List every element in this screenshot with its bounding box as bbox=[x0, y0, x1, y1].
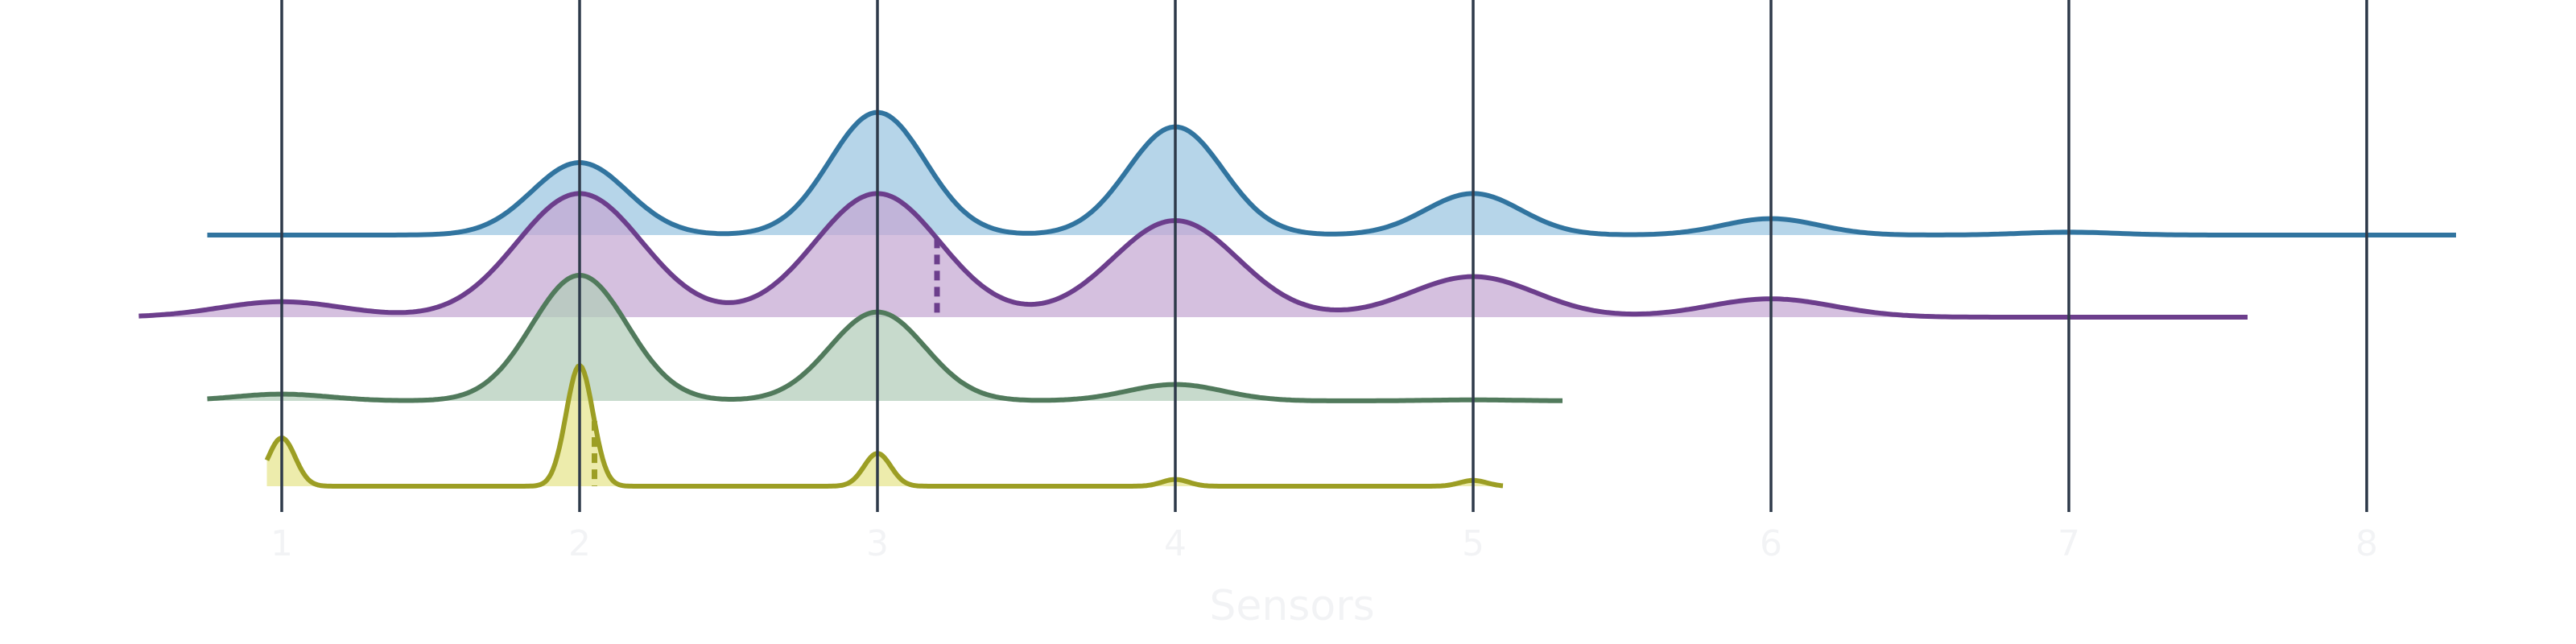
x-axis-title: Sensors bbox=[1209, 582, 1374, 630]
x-tick-label-2: 2 bbox=[568, 523, 591, 564]
x-tick-label-7: 7 bbox=[2058, 523, 2080, 564]
ridge-line-4 bbox=[264, 363, 1504, 489]
ridge-line-1 bbox=[207, 109, 2456, 237]
x-tick-label-4: 4 bbox=[1164, 523, 1187, 564]
ridge-fill-4 bbox=[266, 365, 1503, 486]
ridge-layer bbox=[138, 109, 2456, 489]
x-tick-label-5: 5 bbox=[1462, 523, 1484, 564]
x-tick-label-6: 6 bbox=[1760, 523, 1782, 564]
grid-lines bbox=[280, 0, 2368, 512]
ridge-line-3 bbox=[207, 273, 1563, 403]
ridge-series-1 bbox=[207, 109, 2456, 237]
x-tick-label-1: 1 bbox=[270, 523, 293, 564]
ridge-series-2 bbox=[138, 191, 2248, 320]
x-tick-label-3: 3 bbox=[866, 523, 889, 564]
ridge-line-2 bbox=[138, 191, 2248, 320]
ridge-fill-2 bbox=[138, 193, 2248, 317]
x-tick-labels: 1 2 3 4 5 6 7 8 bbox=[270, 523, 2378, 564]
ridge-series-4 bbox=[264, 363, 1504, 489]
x-tick-label-8: 8 bbox=[2355, 523, 2378, 564]
ridge-series-3 bbox=[207, 273, 1563, 403]
